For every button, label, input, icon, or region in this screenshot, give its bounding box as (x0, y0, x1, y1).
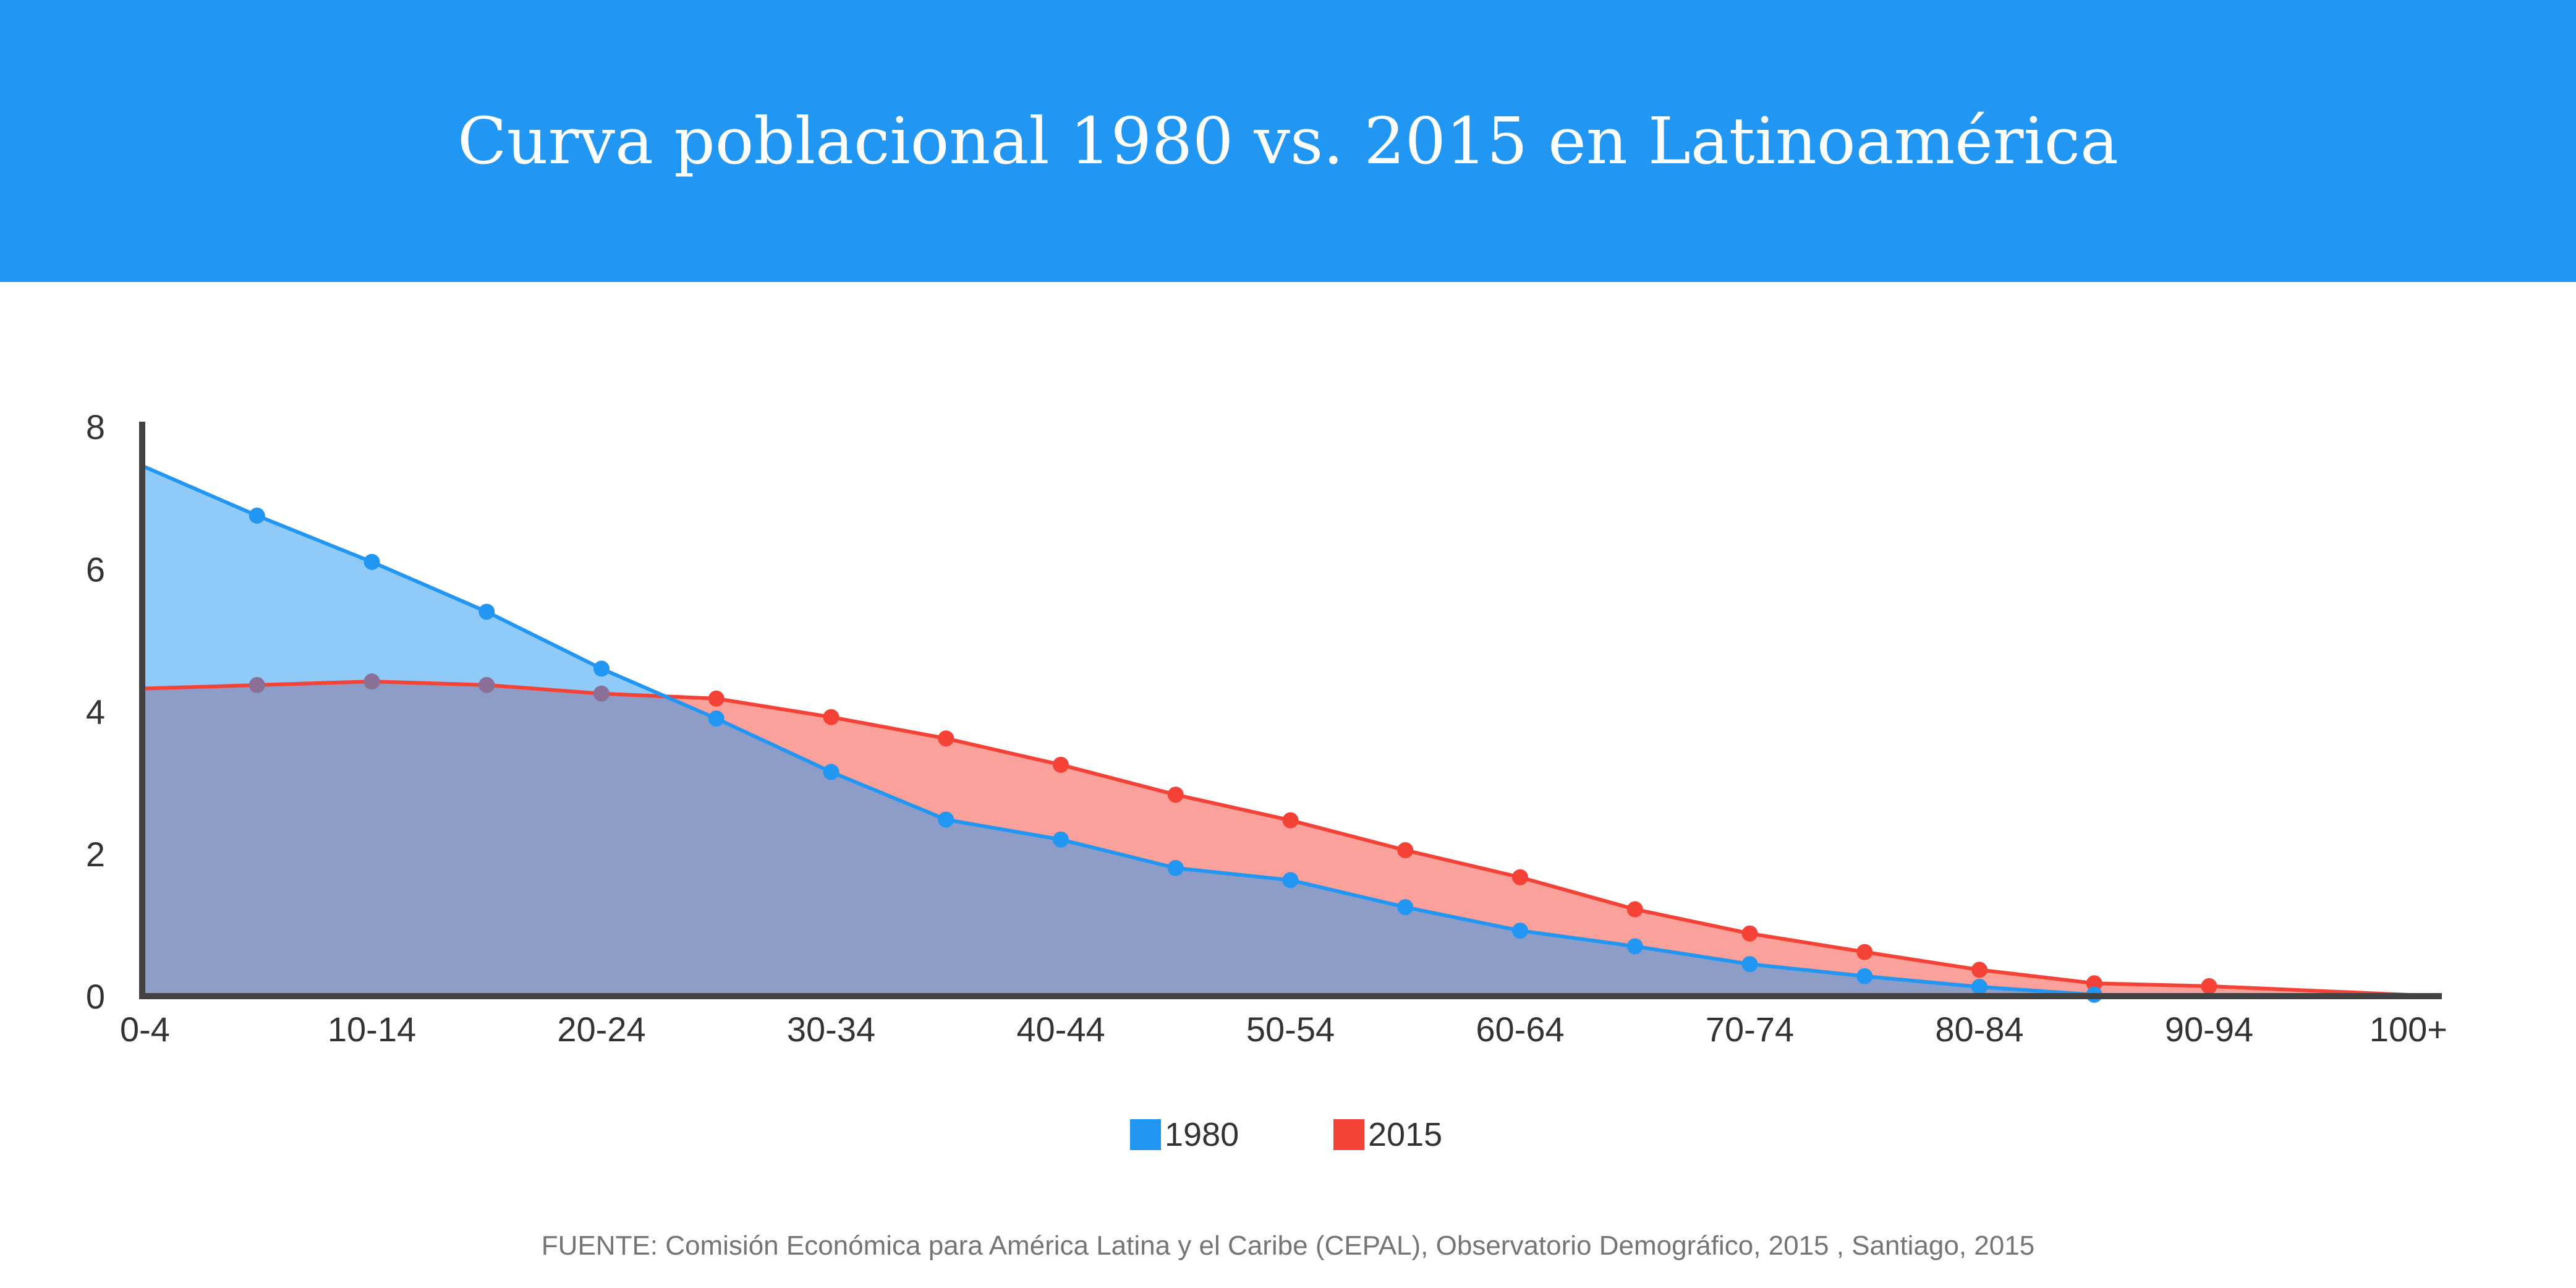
x-tick-label-50-54: 50-54 (1246, 1010, 1335, 1049)
x-tick-label-10-14: 10-14 (328, 1010, 416, 1049)
point-1980-10-14 (363, 553, 380, 570)
chart-points (249, 507, 2217, 1003)
x-axis-ticks: 0-4 10-14 20-24 30-34 40-44 50-54 60-64 70-74 80… (120, 1010, 2447, 1049)
line-1980 (141, 464, 2094, 997)
point-1980-40-44 (1053, 831, 1069, 848)
point-1980-55-59 (1397, 899, 1414, 916)
point-2015-20-24 (593, 685, 610, 702)
point-2015-80-84 (1971, 962, 1987, 978)
header-banner (0, 0, 2576, 282)
point-2015-40-44 (1053, 756, 1069, 773)
source-note: FUENTE: Comisión Económica para América … (541, 1230, 2035, 1261)
point-2015-65-69 (1626, 901, 1643, 918)
point-2015-75-79 (1856, 944, 1873, 960)
x-tick-label-70-74: 70-74 (1706, 1010, 1794, 1049)
point-2015-30-34 (823, 709, 840, 725)
point-1980-65-69 (1626, 938, 1643, 955)
area-overlap (142, 681, 2094, 996)
legend-swatch-2015 (1333, 1119, 1364, 1150)
y-tick-label-0: 0 (86, 977, 105, 1016)
y-tick-label-4: 4 (86, 693, 105, 731)
point-2015-15-19 (478, 676, 495, 693)
x-tick-label-60-64: 60-64 (1476, 1010, 1564, 1049)
point-1980-70-74 (1741, 956, 1758, 973)
point-1980-50-54 (1282, 872, 1299, 889)
y-tick-label-6: 6 (86, 550, 105, 589)
point-2015-45-49 (1167, 787, 1184, 803)
point-2015-90-94 (2201, 978, 2217, 994)
point-2015-50-54 (1282, 812, 1299, 829)
x-tick-label-90-94: 90-94 (2165, 1010, 2253, 1049)
chart-legend: 1980 2015 (1130, 1116, 1442, 1153)
y-tick-label-2: 2 (86, 835, 105, 874)
point-1980-35-39 (938, 811, 954, 828)
point-1980-25-29 (708, 710, 725, 727)
y-axis-ticks: 0 2 4 6 8 (86, 407, 105, 1016)
point-1980-80-84 (1971, 979, 1987, 996)
legend-label-2015: 2015 (1368, 1116, 1442, 1153)
point-1980-20-24 (593, 660, 610, 677)
point-2015-5-9 (249, 676, 265, 693)
point-2015-70-74 (1741, 925, 1758, 942)
y-tick-label-8: 8 (86, 407, 105, 446)
point-2015-55-59 (1397, 842, 1414, 858)
point-2015-10-14 (363, 673, 380, 690)
legend-label-1980: 1980 (1165, 1116, 1239, 1153)
point-1980-5-9 (249, 507, 265, 524)
point-2015-25-29 (708, 690, 725, 707)
x-tick-label-0-4: 0-4 (120, 1010, 170, 1049)
x-tick-label-40-44: 40-44 (1016, 1010, 1105, 1049)
point-1980-30-34 (823, 764, 840, 780)
chart-axes (139, 422, 2442, 999)
point-1980-60-64 (1512, 923, 1528, 939)
chart-title: Curva poblacional 1980 vs. 2015 en Latin… (457, 103, 2119, 179)
x-tick-label-100+: 100+ (2370, 1010, 2447, 1049)
x-tick-label-80-84: 80-84 (1935, 1010, 2023, 1049)
point-1980-15-19 (478, 603, 495, 620)
population-chart: 0 2 4 6 8 0-4 10-14 20-24 30-34 40-44 50-54 60-64 7… (86, 407, 2447, 1153)
legend-swatch-1980 (1130, 1119, 1161, 1150)
point-1980-45-49 (1167, 859, 1184, 876)
point-2015-35-39 (938, 730, 954, 747)
chart-areas (142, 466, 2439, 996)
point-2015-60-64 (1512, 869, 1528, 885)
point-2015-85-89 (2086, 975, 2102, 992)
point-1980-75-79 (1856, 968, 1873, 984)
x-tick-label-30-34: 30-34 (787, 1010, 875, 1049)
x-tick-label-20-24: 20-24 (557, 1010, 645, 1049)
